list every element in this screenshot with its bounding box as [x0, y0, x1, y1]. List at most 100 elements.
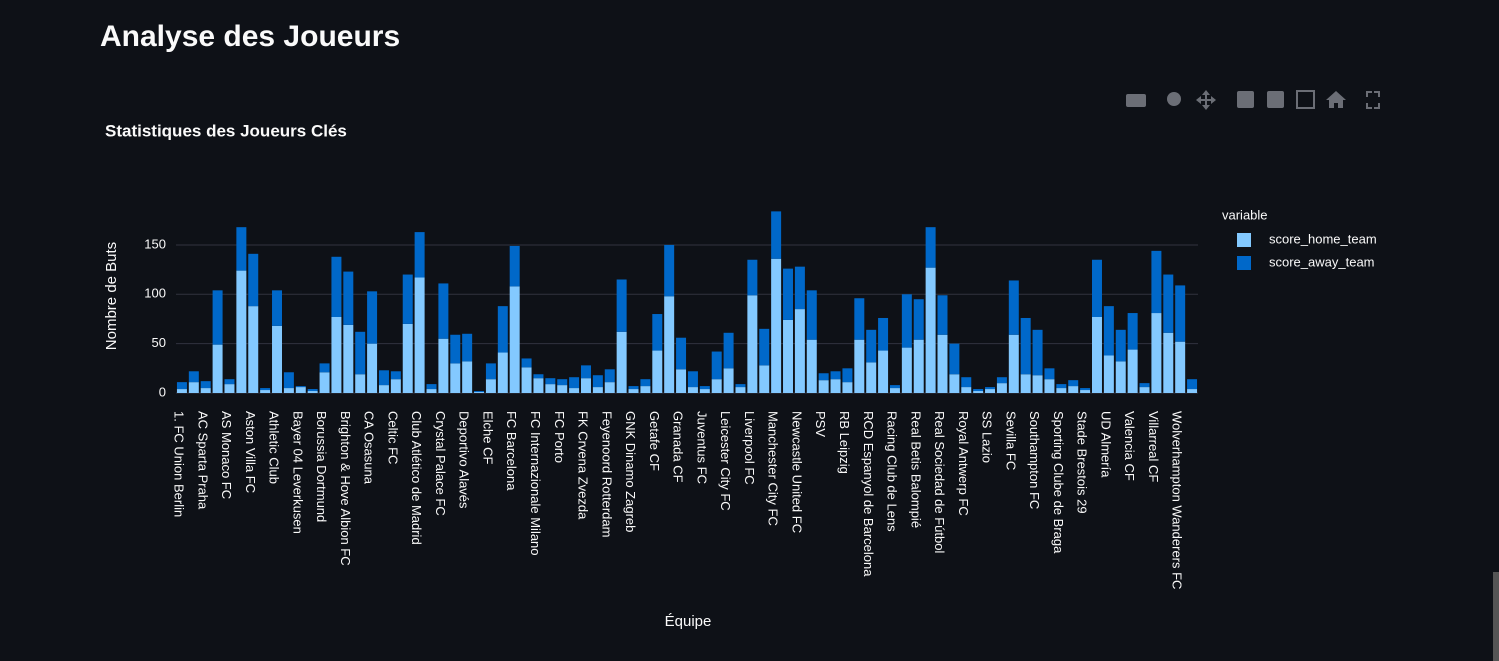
bar-segment — [616, 331, 627, 393]
home-icon[interactable] — [1326, 91, 1346, 108]
camera-icon[interactable] — [1126, 94, 1146, 107]
x-tick-label: Club Atlético de Madrid — [409, 411, 424, 545]
bar-segment — [1068, 380, 1079, 387]
bar-segment — [343, 324, 354, 393]
legend-label: score_home_team — [1269, 231, 1377, 246]
x-tick-label: Elche CF — [480, 411, 495, 465]
bar-segment — [450, 334, 461, 364]
bar-segment — [937, 334, 948, 393]
bar-segment — [711, 351, 722, 380]
bar-segment — [687, 371, 698, 388]
x-tick-label: FC Barcelona — [504, 411, 519, 491]
bar-segment — [592, 375, 603, 388]
x-tick-label: RB Leipzig — [837, 411, 852, 474]
x-tick-label: Crystal Palace FC — [433, 411, 448, 516]
zoom-icon[interactable] — [1167, 92, 1181, 106]
bar-segment — [1151, 250, 1162, 314]
bar-segment — [260, 390, 271, 393]
x-tick-label: Liverpool FC — [742, 411, 757, 485]
x-tick-label: Athletic Club — [267, 411, 282, 484]
x-tick-label: Bayer 04 Leverkusen — [290, 411, 305, 534]
fullscreen-icon[interactable] — [1366, 91, 1380, 109]
bar-segment — [509, 245, 520, 287]
bar-segment — [474, 391, 485, 393]
y-tick-label: 100 — [144, 286, 166, 301]
bar-segment — [236, 227, 247, 271]
zoom-out-icon[interactable] — [1267, 91, 1284, 108]
bar-segment — [367, 343, 378, 393]
x-tick-label: Newcastle United FC — [789, 411, 804, 533]
bar-segment — [1032, 375, 1043, 393]
bar-segment — [485, 363, 496, 380]
bar-segment — [1115, 329, 1126, 362]
bar-segment — [913, 299, 924, 340]
bar-segment — [830, 371, 841, 380]
page-title: Analyse des Joueurs — [100, 20, 400, 53]
x-tick-label: Royal Antwerp FC — [956, 411, 971, 516]
bar-segment — [699, 386, 710, 390]
y-tick-label: 0 — [159, 384, 166, 399]
bar-segment — [1163, 274, 1174, 333]
bar-segment — [806, 339, 817, 393]
bar-segment — [783, 268, 794, 320]
bar-segment — [723, 332, 734, 369]
bar-segment — [1008, 334, 1019, 393]
bar-segment — [1163, 332, 1174, 393]
zoom-in-icon[interactable] — [1237, 91, 1254, 108]
bar-segment — [426, 389, 437, 393]
bar-segment — [272, 325, 283, 393]
bar-segment — [390, 371, 401, 380]
scrollbar[interactable] — [1493, 572, 1499, 661]
bar-segment — [1127, 349, 1138, 393]
bar-segment — [557, 385, 568, 393]
bar-segment — [818, 380, 829, 393]
bar-segment — [331, 256, 342, 317]
bar-segment — [652, 350, 663, 393]
bar-segment — [438, 338, 449, 393]
bar-segment — [272, 290, 283, 326]
pan-icon[interactable] — [1196, 90, 1216, 110]
bar-segment — [913, 339, 924, 393]
bar-segment — [925, 227, 936, 268]
bar-segment — [806, 290, 817, 340]
bar-segment — [1151, 313, 1162, 393]
x-tick-label: Juventus FC — [694, 411, 709, 484]
bar-segment — [616, 279, 627, 332]
bar-segment — [735, 387, 746, 393]
bar-segment — [450, 363, 461, 393]
x-tick-label: 1. FC Union Berlin — [172, 411, 187, 517]
bar-segment — [842, 382, 853, 393]
bar-segment — [794, 309, 805, 393]
bar-segment — [1127, 313, 1138, 350]
bar-segment — [676, 369, 687, 393]
bar-segment — [985, 387, 996, 390]
bar-segment — [462, 333, 473, 362]
bar-segment — [925, 267, 936, 393]
x-tick-label: Getafe CF — [647, 411, 662, 471]
bar-segment — [212, 344, 223, 393]
bar-segment — [1175, 341, 1186, 393]
legend-label: score_away_team — [1269, 254, 1375, 269]
bar-segment — [497, 352, 508, 393]
bar-segment — [949, 374, 960, 393]
autoscale-icon[interactable] — [1296, 90, 1315, 109]
bar-segment — [569, 388, 580, 393]
modebar — [1126, 90, 1380, 110]
bar-segment — [794, 266, 805, 310]
bar-segment — [414, 277, 425, 393]
bar-segment — [592, 387, 603, 393]
bar-segment — [580, 378, 591, 393]
y-tick-label: 50 — [152, 335, 166, 350]
x-tick-label: Racing Club de Lens — [885, 411, 900, 532]
bar-segment — [1187, 379, 1198, 390]
bar-segment — [901, 294, 912, 348]
bar-segment — [283, 372, 294, 389]
x-tick-label: Celtic FC — [385, 411, 400, 464]
chart-title: Statistiques des Joueurs Clés — [105, 121, 347, 140]
bar-segment — [200, 381, 211, 389]
bar-segment — [343, 271, 354, 325]
bar-segment — [759, 328, 770, 366]
bar-segment — [378, 385, 389, 393]
bar-segment — [236, 270, 247, 393]
bar-segment — [1187, 389, 1198, 393]
